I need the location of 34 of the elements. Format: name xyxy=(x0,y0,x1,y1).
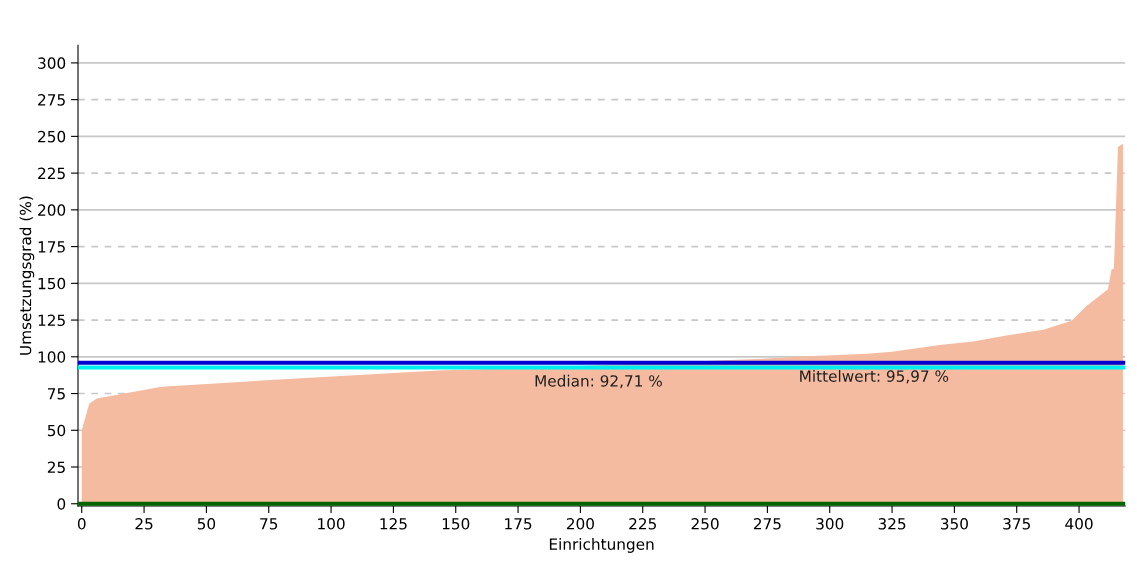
ref-line-label: Median: 92,71 % xyxy=(535,374,662,389)
y-tick-label: 125 xyxy=(38,314,65,327)
y-tick-label: 250 xyxy=(38,130,66,143)
y-axis-title: Umsetzungsgrad (%) xyxy=(19,196,35,355)
y-tick-label: 150 xyxy=(38,277,66,290)
x-tick-label: 125 xyxy=(380,518,407,530)
x-tick-label: 25 xyxy=(135,518,153,530)
y-tick-label: 300 xyxy=(38,57,66,69)
x-tick-label: 200 xyxy=(566,518,594,530)
x-tick-label: 300 xyxy=(816,518,844,530)
x-tick-label: 275 xyxy=(753,518,781,530)
y-tick-label: 100 xyxy=(38,351,66,363)
y-tick-label: 0 xyxy=(57,498,66,510)
y-tick-label: 25 xyxy=(47,461,65,474)
x-tick-label: 350 xyxy=(940,518,968,530)
y-tick-label: 50 xyxy=(47,424,66,437)
x-tick-label: 375 xyxy=(1003,518,1030,530)
y-tick-label: 225 xyxy=(38,167,65,180)
x-tick-label: 150 xyxy=(442,518,470,530)
x-tick-label: 250 xyxy=(691,518,719,530)
x-tick-label: 325 xyxy=(878,518,906,530)
x-tick-label: 400 xyxy=(1065,518,1093,530)
x-tick-label: 50 xyxy=(197,518,216,530)
ref-line-label: Mittelwert: 95,97 % xyxy=(800,370,949,384)
x-tick-label: 0 xyxy=(77,518,86,530)
x-tick-label: 75 xyxy=(260,518,278,530)
x-axis-title: Einrichtungen xyxy=(549,538,654,553)
x-tick-label: 225 xyxy=(629,518,656,530)
y-tick-label: 75 xyxy=(48,388,65,400)
y-tick-label: 175 xyxy=(38,241,65,253)
x-tick-label: 100 xyxy=(318,518,345,530)
x-tick-label: 175 xyxy=(505,518,532,530)
y-tick-label: 200 xyxy=(38,204,66,216)
y-tick-label: 275 xyxy=(38,94,65,106)
